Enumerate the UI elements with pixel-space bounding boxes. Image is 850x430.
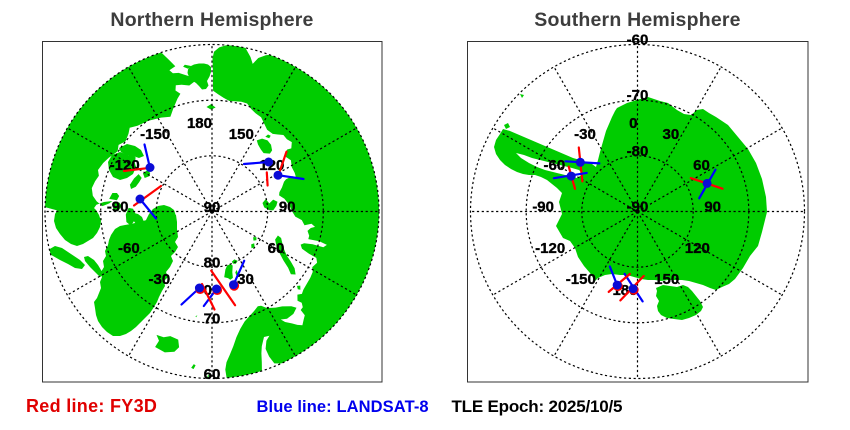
svg-text:-90: -90 [627, 199, 649, 216]
svg-text:30: 30 [663, 126, 680, 143]
svg-text:-120: -120 [535, 240, 565, 257]
svg-text:0: 0 [204, 282, 212, 299]
svg-text:Red line: FY3D: Red line: FY3D [26, 396, 157, 416]
svg-text:60: 60 [693, 157, 710, 174]
svg-text:-90: -90 [532, 199, 554, 216]
svg-text:Southern Hemisphere: Southern Hemisphere [534, 9, 740, 31]
svg-text:-60: -60 [118, 240, 140, 257]
svg-text:-60: -60 [627, 32, 649, 49]
svg-text:Blue line: LANDSAT-8: Blue line: LANDSAT-8 [257, 398, 429, 416]
svg-text:90: 90 [279, 199, 296, 216]
svg-text:-30: -30 [574, 126, 596, 143]
svg-text:-60: -60 [544, 157, 566, 174]
svg-text:-30: -30 [149, 271, 171, 288]
svg-text:90: 90 [204, 199, 221, 216]
svg-text:0: 0 [629, 115, 637, 132]
svg-text:60: 60 [268, 240, 285, 257]
svg-text:-80: -80 [627, 143, 649, 160]
svg-text:30: 30 [237, 271, 254, 288]
svg-text:-90: -90 [107, 199, 129, 216]
svg-text:90: 90 [704, 199, 721, 216]
svg-text:TLE Epoch: 2025/10/5: TLE Epoch: 2025/10/5 [452, 397, 623, 416]
svg-text:-70: -70 [627, 87, 649, 104]
svg-text:Northern Hemisphere: Northern Hemisphere [110, 9, 313, 31]
svg-text:180: 180 [187, 115, 212, 132]
svg-text:120: 120 [685, 240, 710, 257]
svg-text:80: 80 [204, 255, 221, 272]
svg-text:70: 70 [204, 310, 221, 327]
svg-text:60: 60 [204, 366, 221, 383]
svg-text:150: 150 [654, 271, 679, 288]
svg-text:-150: -150 [566, 271, 596, 288]
svg-text:150: 150 [229, 126, 254, 143]
svg-text:-150: -150 [140, 126, 170, 143]
